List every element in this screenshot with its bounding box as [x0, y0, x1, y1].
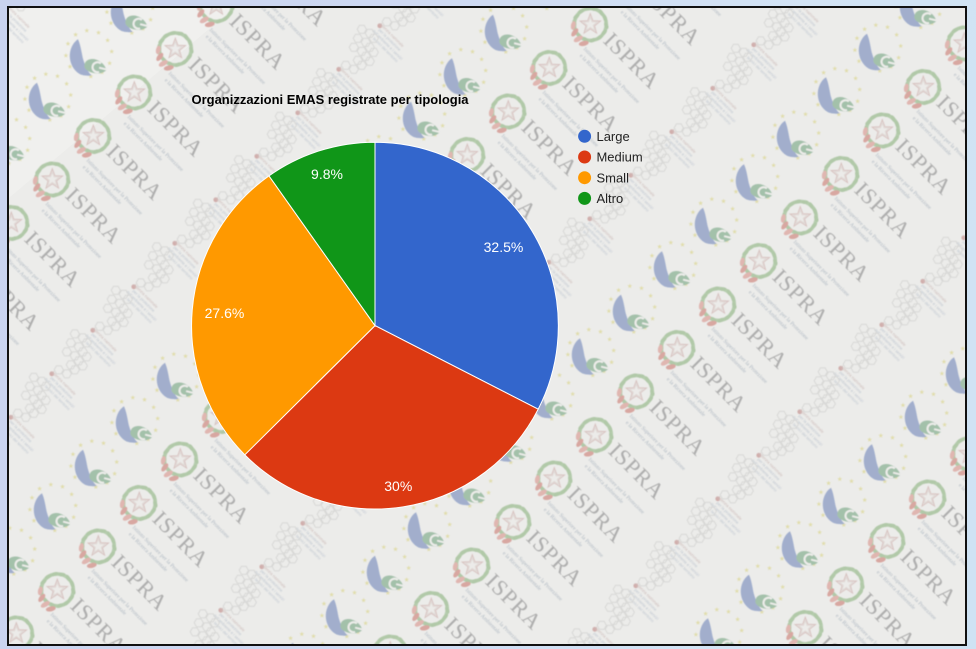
svg-text:Altro: Altro	[596, 191, 623, 206]
svg-text:30%: 30%	[384, 478, 412, 494]
svg-text:9.8%: 9.8%	[311, 166, 343, 182]
svg-text:Small: Small	[596, 170, 629, 185]
svg-text:Medium: Medium	[596, 149, 642, 164]
svg-text:Large: Large	[596, 129, 629, 144]
svg-text:Organizzazioni EMAS registrate: Organizzazioni EMAS registrate per tipol…	[191, 92, 469, 107]
svg-text:27.6%: 27.6%	[204, 305, 244, 321]
svg-text:32.5%: 32.5%	[483, 239, 523, 255]
